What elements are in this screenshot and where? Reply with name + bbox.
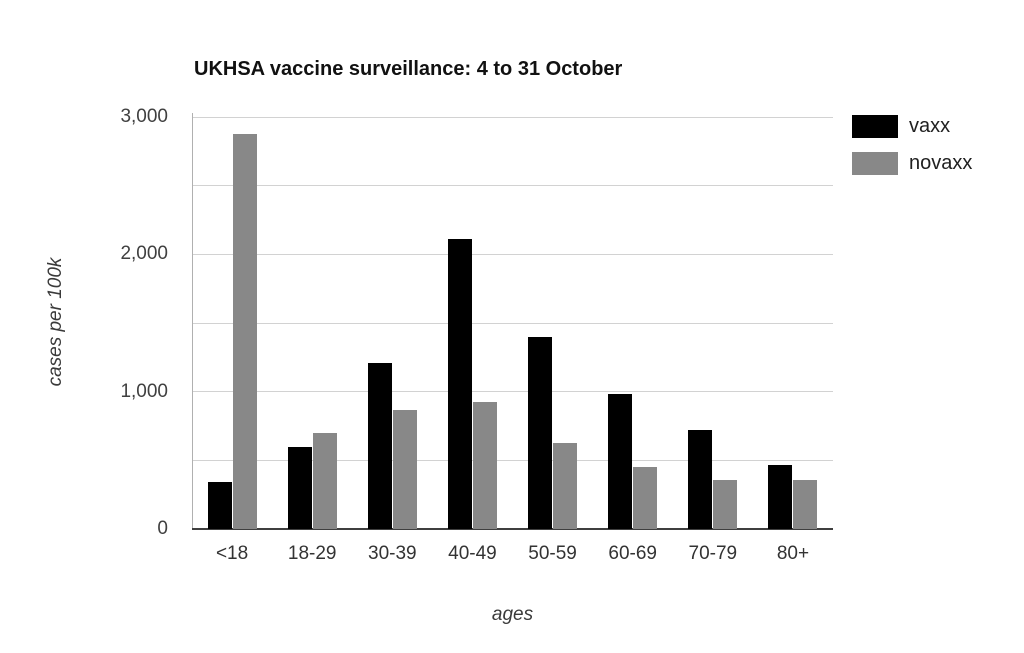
bar-novaxx-30-39 bbox=[392, 409, 417, 529]
gridline-500 bbox=[192, 459, 833, 461]
legend-label-vaxx: vaxx bbox=[909, 115, 951, 137]
bar-novaxx-70-79 bbox=[713, 479, 738, 529]
legend-item-novaxx: novaxx bbox=[852, 152, 972, 175]
x-tick-50-59: 50-59 bbox=[528, 543, 577, 564]
legend: vaxx novaxx bbox=[852, 115, 972, 189]
bar-novaxx-80+ bbox=[793, 479, 818, 529]
y-axis-line bbox=[192, 113, 193, 529]
gridline-3000 bbox=[192, 116, 833, 118]
bar-vaxx-30-39 bbox=[367, 362, 392, 529]
gridline-1500 bbox=[192, 322, 833, 324]
legend-swatch-novaxx bbox=[852, 152, 898, 175]
bar-novaxx-60-69 bbox=[633, 467, 658, 529]
x-tick-40-49: 40-49 bbox=[448, 543, 497, 564]
gridline-2000 bbox=[192, 253, 833, 255]
chart-title: UKHSA vaccine surveillance: 4 to 31 Octo… bbox=[194, 58, 623, 80]
x-tick-70-79: 70-79 bbox=[688, 543, 738, 564]
bar-vaxx-60-69 bbox=[608, 394, 633, 529]
x-tick-18-29: 18-29 bbox=[287, 543, 337, 564]
gridline-1000 bbox=[192, 391, 833, 393]
y-tick-2000: 2,000 bbox=[120, 243, 168, 265]
plot-area bbox=[192, 113, 833, 530]
legend-item-vaxx: vaxx bbox=[852, 115, 972, 138]
bar-novaxx-50-59 bbox=[553, 442, 578, 529]
y-tick-1000: 1,000 bbox=[120, 380, 168, 402]
x-tick-<18: <18 bbox=[215, 543, 249, 564]
bar-vaxx-40-49 bbox=[447, 238, 472, 529]
x-axis-line bbox=[192, 528, 833, 530]
gridline-2500 bbox=[192, 185, 833, 187]
bar-vaxx-50-59 bbox=[528, 336, 553, 529]
x-tick-30-39: 30-39 bbox=[368, 543, 417, 564]
y-axis-title-text: cases per 100k bbox=[45, 257, 66, 387]
bar-novaxx-18-29 bbox=[312, 432, 337, 529]
legend-swatch-vaxx bbox=[852, 115, 898, 138]
y-tick-3000: 3,000 bbox=[120, 106, 168, 127]
bar-novaxx-<18 bbox=[232, 134, 257, 529]
bar-vaxx-70-79 bbox=[688, 430, 713, 529]
legend-label-novaxx: novaxx bbox=[909, 152, 973, 174]
x-axis-title: ages bbox=[491, 604, 534, 625]
y-tick-0: 0 bbox=[157, 518, 168, 539]
bar-vaxx-80+ bbox=[768, 465, 793, 529]
bar-novaxx-40-49 bbox=[472, 402, 497, 529]
bar-vaxx-<18 bbox=[207, 481, 232, 529]
x-tick-80+: 80+ bbox=[776, 543, 810, 564]
bar-vaxx-18-29 bbox=[287, 446, 312, 529]
x-tick-60-69: 60-69 bbox=[608, 543, 657, 564]
